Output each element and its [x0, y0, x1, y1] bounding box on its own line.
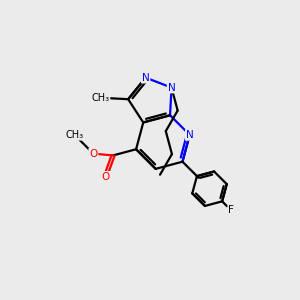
Text: N: N	[168, 82, 176, 93]
Text: O: O	[101, 172, 110, 182]
Text: CH₃: CH₃	[65, 130, 83, 140]
Text: O: O	[89, 149, 98, 159]
Text: F: F	[228, 206, 234, 215]
Text: N: N	[186, 130, 194, 140]
Text: N: N	[142, 73, 149, 82]
Text: CH₃: CH₃	[92, 93, 110, 103]
